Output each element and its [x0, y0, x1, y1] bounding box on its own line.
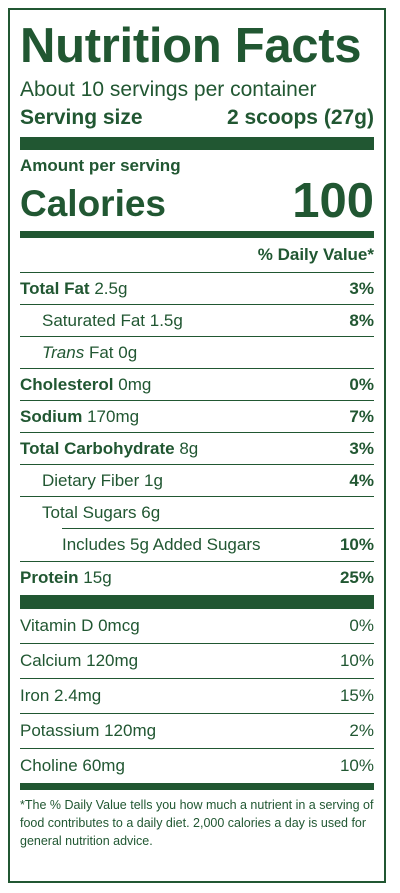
nutrient-dv: 25% — [339, 567, 374, 587]
nutrient-name: Dietary Fiber — [42, 470, 140, 490]
nutrient-name: Fat — [88, 342, 114, 362]
nutrient-amount: 1g — [144, 470, 163, 490]
nutrient-name: Total Sugars — [42, 502, 137, 522]
nutrient-dv: 0% — [349, 374, 374, 394]
nutrient-name-italic: Trans — [42, 342, 85, 362]
calories-value: 100 — [292, 174, 374, 228]
nutrient-row-total-fat: Total Fat 2.5g 3% — [20, 272, 374, 304]
calories-row: Calories 100 — [20, 174, 374, 228]
footnote-divider — [20, 783, 374, 790]
nutrient-amount: 0g — [118, 342, 138, 362]
nutrient-text: Includes 5g Added Sugars — [62, 535, 261, 554]
nutrient-row-added-sugars: Includes 5g Added Sugars 10% — [20, 529, 374, 561]
nutrient-name: Cholesterol — [20, 374, 114, 394]
label-title: Nutrition Facts — [20, 19, 362, 73]
nutrient-text: Choline 60mg — [20, 756, 125, 775]
nutrient-dv: 3% — [349, 438, 374, 458]
nutrient-dv: 10% — [339, 535, 374, 554]
footnote: *The % Daily Value tells you how much a … — [20, 798, 374, 848]
medium-divider — [20, 231, 374, 238]
nutrition-facts-label: Nutrition Facts About 10 servings per co… — [8, 8, 386, 883]
calories-label: Calories — [20, 183, 167, 224]
label-content: Nutrition Facts About 10 servings per co… — [20, 10, 374, 850]
nutrient-row-saturated-fat: Saturated Fat 1.5g 8% — [20, 304, 374, 336]
nutrient-dv: 0% — [349, 616, 374, 635]
nutrient-dv: 8% — [349, 310, 374, 330]
nutrient-dv: 15% — [339, 686, 374, 705]
nutrient-amount: 1.5g — [149, 310, 183, 330]
micronutrient-row-calcium: Calcium 120mg 10% — [20, 643, 374, 678]
serving-size-row: Serving size 2 scoops (27g) — [20, 103, 374, 133]
nutrient-dv: 2% — [349, 721, 374, 740]
nutrient-row-protein: Protein 15g 25% — [20, 561, 374, 593]
nutrient-dv: 7% — [349, 406, 374, 426]
nutrient-amount: 2.5g — [94, 278, 128, 298]
serving-size-label: Serving size — [20, 106, 143, 129]
nutrient-row-total-sugars: Total Sugars 6g — [20, 496, 374, 528]
nutrient-amount: 0mg — [118, 374, 152, 394]
nutrient-name: Sodium — [20, 406, 83, 426]
nutrient-dv: 4% — [349, 470, 374, 490]
nutrient-text: Calcium 120mg — [20, 651, 139, 670]
nutrient-name: Total Fat — [20, 278, 90, 298]
nutrient-row-sodium: Sodium 170mg 7% — [20, 400, 374, 432]
nutrient-text: Iron 2.4mg — [20, 686, 102, 705]
micronutrient-row-potassium: Potassium 120mg 2% — [20, 713, 374, 748]
nutrient-name: Total Carbohydrate — [20, 438, 175, 458]
nutrient-name: Saturated Fat — [42, 310, 146, 330]
nutrient-dv: 3% — [349, 278, 374, 298]
added-sugars-divider — [62, 528, 374, 529]
nutrient-row-trans-fat: Trans Fat 0g — [20, 336, 374, 368]
amount-per-serving: Amount per serving — [20, 156, 181, 175]
nutrient-row-total-carbohydrate: Total Carbohydrate 8g 3% — [20, 432, 374, 464]
nutrient-amount: 6g — [141, 502, 161, 522]
nutrient-row-cholesterol: Cholesterol 0mg 0% — [20, 368, 374, 400]
nutrient-dv: 10% — [339, 756, 374, 775]
micronutrient-row-iron: Iron 2.4mg 15% — [20, 678, 374, 713]
servings-per-container: About 10 servings per container — [20, 78, 317, 101]
nutrient-text: Potassium 120mg — [20, 721, 157, 740]
nutrient-amount: 170mg — [87, 406, 140, 426]
nutrient-dv: 10% — [339, 651, 374, 670]
nutrient-name: Protein — [20, 567, 79, 587]
micronutrient-row-vitamin-d: Vitamin D 0mcg 0% — [20, 609, 374, 643]
micronutrient-row-choline: Choline 60mg 10% — [20, 748, 374, 783]
nutrient-amount: 8g — [179, 438, 199, 458]
thick-divider — [20, 137, 374, 150]
thick-divider-micros — [20, 595, 374, 609]
nutrient-amount: 15g — [83, 567, 112, 587]
daily-value-header: % Daily Value* — [257, 245, 374, 264]
nutrient-row-dietary-fiber: Dietary Fiber 1g 4% — [20, 464, 374, 496]
nutrient-text: Vitamin D 0mcg — [20, 616, 140, 635]
serving-size-value: 2 scoops (27g) — [226, 106, 374, 129]
